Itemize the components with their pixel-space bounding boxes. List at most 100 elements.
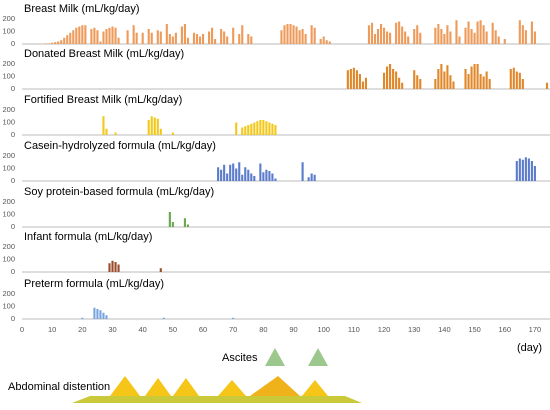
- x-tick-label: 160: [498, 325, 511, 334]
- ascites-marker: [265, 348, 285, 366]
- ascites-marker: [308, 348, 328, 366]
- bar: [443, 71, 446, 89]
- bar: [214, 39, 217, 44]
- bar: [114, 132, 117, 135]
- y-tick-label: 100: [2, 209, 15, 218]
- bar: [253, 176, 256, 181]
- bar: [274, 125, 277, 135]
- bar: [247, 125, 250, 135]
- bar: [283, 25, 286, 44]
- x-tick-label: 60: [199, 325, 207, 334]
- bar: [386, 31, 389, 44]
- bar: [262, 120, 265, 135]
- bar: [319, 39, 322, 44]
- bar: [310, 173, 313, 181]
- x-tick-label: 10: [48, 325, 56, 334]
- bar: [171, 222, 174, 227]
- bar: [413, 70, 416, 89]
- bar: [198, 36, 202, 44]
- bar: [446, 65, 449, 89]
- x-tick-label: 40: [139, 325, 147, 334]
- bar: [395, 71, 398, 89]
- bar: [352, 67, 355, 89]
- panel-title: Fortified Breast Milk (mL/kg/day): [24, 94, 182, 106]
- bar: [464, 69, 467, 89]
- bar: [168, 212, 171, 227]
- distention-label: Abdominal distention: [8, 381, 110, 393]
- bar: [114, 262, 117, 272]
- bar: [247, 169, 250, 181]
- bar: [265, 169, 268, 181]
- panel-title: Soy protein-based formula (mL/kg/day): [24, 186, 214, 198]
- bar: [51, 42, 54, 44]
- bar: [455, 20, 458, 44]
- bar: [96, 309, 99, 319]
- bar: [530, 161, 533, 181]
- bar: [322, 36, 325, 44]
- bar: [238, 162, 241, 181]
- x-tick-label: 90: [289, 325, 297, 334]
- bar: [530, 21, 533, 44]
- bar: [57, 41, 60, 44]
- bar: [361, 81, 364, 89]
- bar: [192, 32, 196, 44]
- y-tick-label: 200: [2, 151, 15, 160]
- bar: [211, 27, 214, 44]
- bar: [355, 70, 358, 89]
- bar: [159, 268, 162, 272]
- bar: [404, 31, 407, 44]
- bar: [485, 31, 488, 44]
- x-tick-label: 70: [229, 325, 237, 334]
- y-tick-label: 200: [2, 289, 15, 298]
- bar: [183, 218, 186, 227]
- distention-peak: [173, 378, 199, 396]
- x-tick-label: 170: [529, 325, 542, 334]
- bar: [241, 127, 244, 135]
- x-tick-label: 110: [348, 325, 360, 334]
- bar: [367, 25, 371, 44]
- bar: [102, 116, 105, 135]
- distention-peak: [302, 380, 328, 396]
- y-tick-label: 200: [2, 242, 15, 251]
- bar: [147, 29, 150, 44]
- bar: [304, 34, 307, 44]
- distention-band: [72, 396, 362, 403]
- bar: [241, 174, 244, 181]
- bar: [114, 27, 117, 44]
- bar: [186, 224, 189, 227]
- bar: [286, 24, 289, 44]
- y-tick-label: 0: [11, 176, 15, 185]
- bar: [467, 74, 470, 89]
- bar: [226, 173, 229, 181]
- bar: [96, 30, 99, 44]
- bar: [476, 64, 479, 89]
- bar: [232, 317, 235, 319]
- bar: [518, 20, 521, 44]
- bar: [84, 25, 87, 44]
- bar: [307, 177, 310, 181]
- bar: [358, 74, 361, 89]
- bar: [259, 120, 262, 135]
- bar: [497, 36, 500, 44]
- bar: [174, 32, 177, 44]
- bar: [419, 79, 422, 89]
- bar: [69, 32, 72, 44]
- bar: [443, 34, 446, 44]
- bar: [346, 70, 349, 89]
- bar: [458, 36, 461, 44]
- x-tick-label: 50: [169, 325, 177, 334]
- bar: [141, 32, 144, 44]
- bar: [60, 40, 63, 44]
- bar: [226, 36, 229, 44]
- bar: [494, 30, 497, 44]
- panel-title: Casein-hydrolyzed formula (mL/kg/day): [24, 140, 216, 152]
- bar: [446, 25, 449, 44]
- y-tick-label: 200: [2, 14, 15, 23]
- bar: [99, 310, 102, 319]
- bar: [111, 260, 114, 272]
- bar: [473, 64, 476, 89]
- bar: [183, 24, 186, 44]
- bar: [117, 264, 120, 272]
- bar: [63, 37, 66, 44]
- bar: [533, 31, 536, 44]
